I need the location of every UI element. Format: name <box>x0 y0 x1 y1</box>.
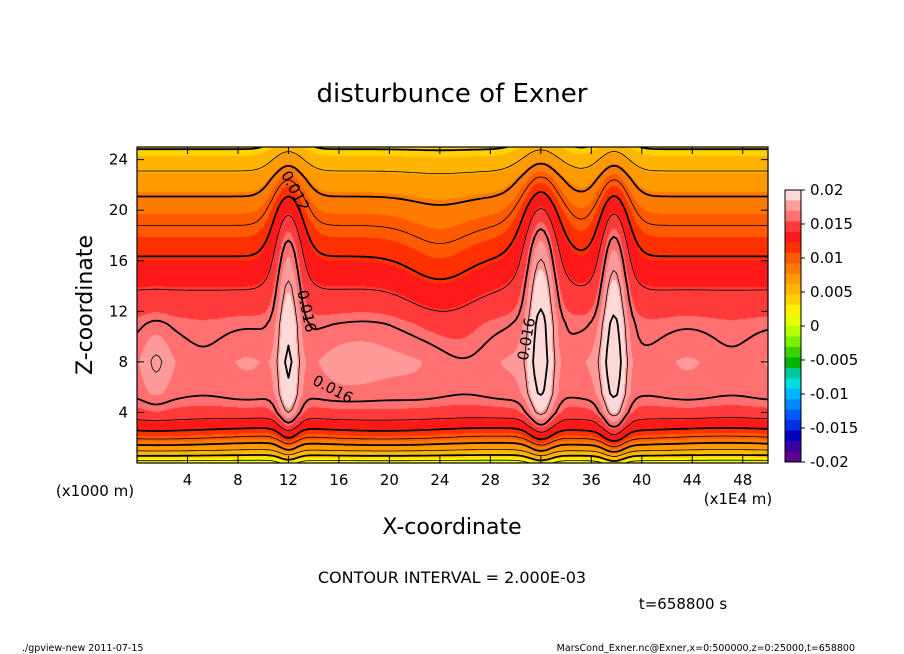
y-tick-label: 16 <box>109 252 128 270</box>
colorbar-tick-label: 0.005 <box>810 283 853 301</box>
contour-line-9 <box>150 258 628 417</box>
contour-line-6 <box>137 191 768 443</box>
colorbar-tick-label: 0.01 <box>810 249 843 267</box>
x-tick-label: 44 <box>683 471 702 489</box>
colorbar-level <box>785 346 801 358</box>
x-tick-label: 48 <box>733 471 752 489</box>
colorbar-level <box>785 388 801 400</box>
x-tick-label: 8 <box>233 471 243 489</box>
contour-line-7 <box>137 208 768 436</box>
x-tick-label: 4 <box>183 471 193 489</box>
colorbar-level <box>785 305 801 316</box>
x-axis-label: X-coordinate <box>382 515 521 540</box>
colorbar-tick-label: -0.005 <box>810 351 858 369</box>
plot-frame <box>136 146 769 464</box>
contour-line-2 <box>137 147 768 462</box>
colorbar-level <box>785 430 801 442</box>
y-tick-label: 4 <box>118 403 128 421</box>
contour-lines <box>137 147 768 463</box>
contour-line-10 <box>284 308 622 399</box>
time-label: t=658800 s <box>639 595 727 613</box>
colorbar-tick-label: 0.015 <box>810 215 853 233</box>
contour-line-3 <box>137 149 768 457</box>
colorbar-level <box>785 273 801 285</box>
colorbar-level <box>785 399 801 411</box>
y-tick-label: 12 <box>109 302 128 320</box>
colorbar-level <box>785 221 801 233</box>
colorbar-level <box>785 409 801 421</box>
x-tick-label: 16 <box>329 471 348 489</box>
x-tick-label: 32 <box>531 471 550 489</box>
y-axis: 4 8 12 16 20 24 <box>109 151 768 421</box>
x-unit-label: (x1E4 m) <box>704 490 773 508</box>
colorbar-tick-label: -0.015 <box>810 419 858 437</box>
chart-title: disturbunce of Exner <box>317 79 588 109</box>
contour-interval-note: CONTOUR INTERVAL = 2.000E-03 <box>318 568 586 587</box>
colorbar-level <box>785 326 801 337</box>
colorbar-level <box>785 336 801 348</box>
footer-right-note: MarsCond_Exner.nc@Exner,x=0:500000,z=0:2… <box>557 643 855 654</box>
colorbar-tick-label: 0 <box>810 317 820 335</box>
x-tick-label: 40 <box>632 471 651 489</box>
colorbar-level <box>785 451 801 463</box>
x-tick-label: 12 <box>279 471 298 489</box>
colorbar-tick-label: 0.02 <box>810 181 843 199</box>
footer-left-note: ./gpview-new 2011-07-15 <box>22 643 143 654</box>
colorbar-level <box>785 210 801 222</box>
colorbar-level <box>785 190 801 201</box>
contour-line-5 <box>137 176 768 448</box>
colorbar-level <box>785 284 801 296</box>
y-unit-label: (x1000 m) <box>56 482 134 500</box>
x-tick-label: 24 <box>430 471 449 489</box>
contour-fill <box>137 147 768 463</box>
y-tick-label: 20 <box>109 201 128 219</box>
colorbar-level <box>785 263 801 275</box>
contour-line-8 <box>137 228 768 428</box>
x-tick-label: 36 <box>582 471 601 489</box>
colorbar-level <box>785 441 801 452</box>
colorbar: 0.02 0.015 0.01 0.005 0 -0.005 -0.01 -0.015 -0.0… <box>784 181 858 471</box>
colorbar-level <box>785 367 801 379</box>
contour-line-4 <box>137 162 768 453</box>
x-tick-label: 28 <box>481 471 500 489</box>
colorbar-level <box>785 294 801 306</box>
contour-line-1 <box>137 459 768 463</box>
colorbar-level <box>785 315 801 327</box>
colorbar-tick-label: -0.02 <box>810 453 849 471</box>
colorbar-level <box>785 378 801 390</box>
colorbar-level <box>785 200 801 212</box>
y-tick-label: 8 <box>118 353 128 371</box>
colorbar-tick-label: -0.01 <box>810 385 849 403</box>
colorbar-level <box>785 357 801 369</box>
x-tick-label: 20 <box>380 471 399 489</box>
colorbar-level <box>785 242 801 254</box>
y-tick-label: 24 <box>109 151 128 169</box>
x-axis: 4 8 12 16 20 24 28 32 36 40 44 48 <box>183 147 752 489</box>
colorbar-level <box>785 252 801 264</box>
colorbar-level <box>785 420 801 432</box>
colorbar-level <box>785 231 801 243</box>
y-axis-label: Z-coordinate <box>73 235 98 375</box>
